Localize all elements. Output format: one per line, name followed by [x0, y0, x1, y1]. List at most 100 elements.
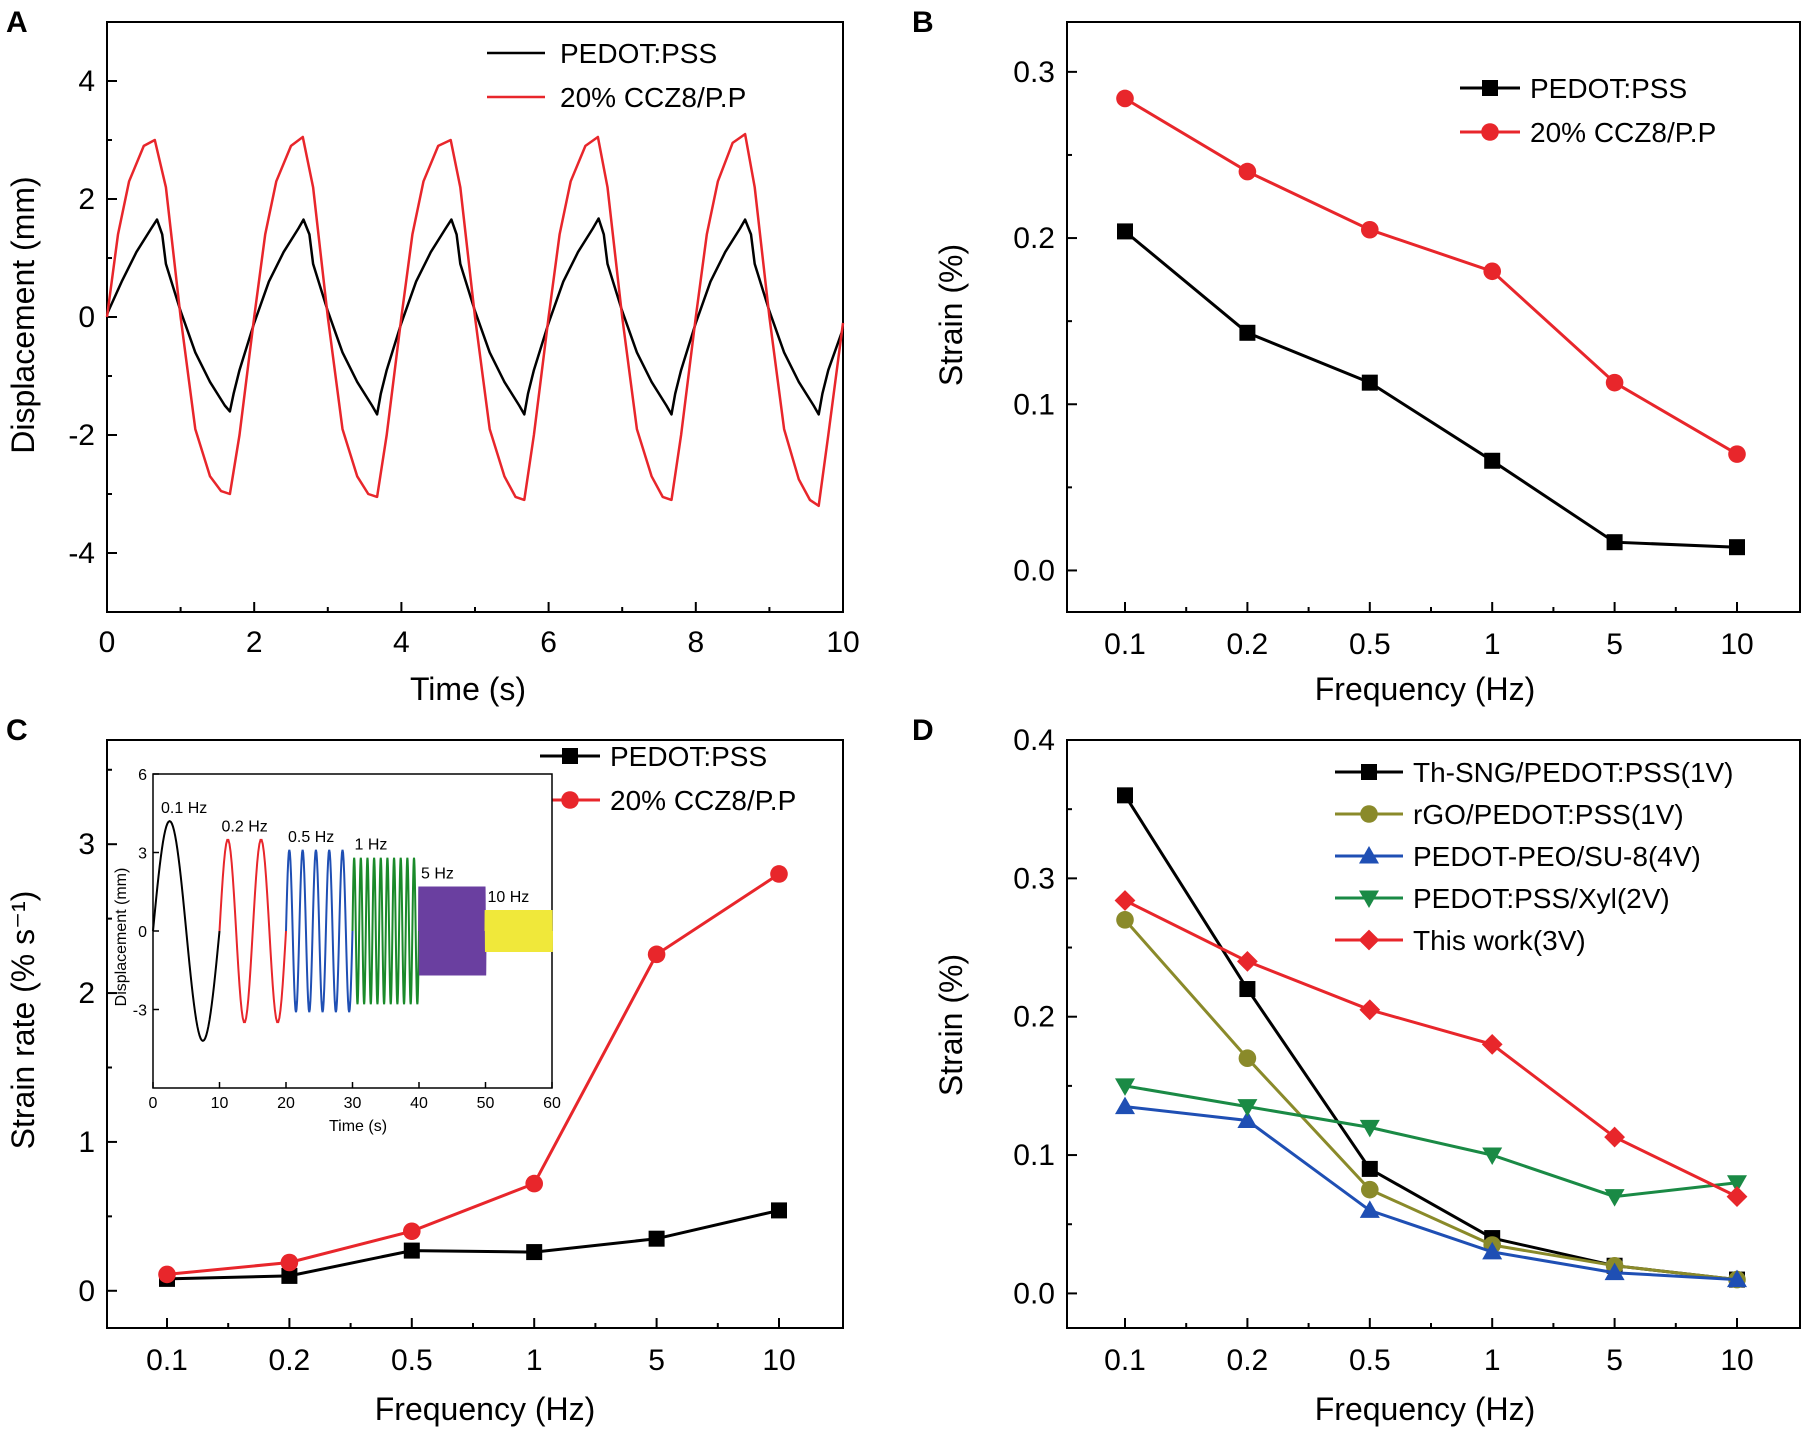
data-point: [1117, 223, 1133, 240]
data-point: [1359, 1119, 1380, 1138]
y-tick-label: 4: [78, 65, 95, 98]
inset-annotation: 1 Hz: [355, 837, 388, 854]
y-tick-label: 3: [78, 828, 95, 861]
inset-annotation: 0.1 Hz: [161, 800, 207, 817]
data-point: [1238, 162, 1257, 181]
data-point: [281, 1267, 298, 1284]
legend-marker: [1481, 123, 1499, 141]
data-point: [1238, 1049, 1257, 1068]
legend-label: This work(3V): [1413, 925, 1586, 956]
data-point: [1605, 373, 1624, 392]
legend-marker: [1361, 764, 1377, 780]
data-point: [525, 1174, 543, 1193]
plot-frame: [1066, 21, 1801, 613]
data-point: [1729, 539, 1745, 556]
inset-x-tick-label: 30: [344, 1095, 362, 1112]
y-tick-label: 0.3: [1013, 862, 1055, 895]
data-point: [647, 945, 666, 964]
inset-y-axis-title: Displacement (mm): [113, 868, 130, 1007]
legend-label: rGO/PEDOT:PSS(1V): [1413, 799, 1684, 830]
data-point: [648, 1230, 665, 1247]
plot-area: 0.1 0.2 0.5 1 5 10 0.0 0.1 0.2 0.3 0.4 Th-SNG/PEDOT…: [1013, 724, 1801, 1377]
data-point: [1482, 1147, 1503, 1166]
panel-c: C Frequency (Hz) Strain rate (% s⁻¹) 0.1…: [5, 714, 844, 1427]
data-point: [1116, 89, 1134, 108]
legend-marker: [1359, 846, 1379, 864]
inset-y-tick-label: 3: [138, 846, 147, 863]
legend-label: PEDOT:PSS: [610, 741, 767, 772]
inset-x-tick-label: 10: [211, 1095, 229, 1112]
plot-frame: [1066, 739, 1801, 1329]
inset-x-tick-label: 50: [477, 1095, 495, 1112]
data-point: [1483, 262, 1501, 281]
y-tick-label: 2: [78, 977, 95, 1010]
inset-x-tick-label: 20: [277, 1095, 295, 1112]
data-point: [1239, 324, 1256, 341]
series-line: [166, 872, 780, 1276]
data-point: [1604, 1262, 1625, 1281]
legend-label: 20% CCZ8/P.P: [560, 82, 746, 113]
x-tick-label: 10: [1720, 1344, 1753, 1377]
inset-x-tick-label: 40: [410, 1095, 428, 1112]
inset-series-line: [418, 886, 487, 976]
data-point: [1604, 1126, 1625, 1148]
x-tick-label: 5: [1606, 628, 1623, 661]
panel-letter: A: [6, 6, 28, 39]
legend-marker: [1482, 80, 1498, 96]
data-point: [1117, 787, 1133, 804]
data-point: [1727, 1175, 1747, 1193]
inset-series-line: [152, 819, 221, 1043]
series-line: [166, 1208, 780, 1281]
plot-area: 0.1 0.2 0.5 1 5 10 0.0 0.1 0.2 0.3 PEDOT:PSS 20% CC…: [1013, 21, 1801, 661]
y-tick-label: 0.4: [1013, 724, 1055, 757]
inset-x-axis-title: Time (s): [329, 1118, 387, 1135]
data-point: [403, 1242, 420, 1259]
x-tick-label: 0.2: [1227, 628, 1269, 661]
legend-label: PEDOT:PSS: [560, 38, 717, 69]
panel-letter: D: [912, 714, 934, 747]
series-line: [1124, 97, 1738, 456]
legend-label: PEDOT:PSS: [1530, 73, 1687, 104]
y-tick-label: 0.2: [1013, 1001, 1055, 1034]
legend-label: Th-SNG/PEDOT:PSS(1V): [1413, 757, 1734, 788]
x-tick-label: 0.1: [1104, 1344, 1146, 1377]
legend-marker: [1358, 929, 1380, 951]
series-line: [1124, 1084, 1738, 1199]
legend-marker: [561, 791, 579, 809]
legend-label: PEDOT-PEO/SU-8(4V): [1413, 841, 1701, 872]
plot-frame: [106, 739, 844, 1329]
data-point: [1359, 999, 1381, 1021]
x-tick-label: 0.2: [269, 1344, 311, 1377]
data-point: [1237, 950, 1258, 972]
series-line: [105, 132, 845, 508]
data-point: [1115, 1078, 1135, 1096]
x-tick-label: 8: [687, 626, 704, 659]
inset-y-tick-label: 0: [138, 924, 147, 941]
legend-label: PEDOT:PSS/Xyl(2V): [1413, 883, 1670, 914]
inset-series-line: [285, 849, 354, 1013]
x-tick-label: 2: [246, 626, 263, 659]
x-tick-label: 0.5: [391, 1344, 433, 1377]
inset-y-tick-label: 6: [138, 767, 147, 784]
x-tick-label: 10: [826, 626, 859, 659]
y-tick-label: 0: [78, 301, 95, 334]
y-tick-label: 0.3: [1013, 56, 1055, 89]
data-point: [770, 865, 788, 883]
data-point: [1727, 1269, 1747, 1288]
x-tick-label: 6: [540, 626, 557, 659]
legend-marker: [1359, 890, 1379, 908]
data-point: [403, 1222, 421, 1241]
y-tick-label: 0.1: [1013, 1139, 1055, 1172]
series-line: [1124, 1105, 1738, 1282]
y-tick-label: 0.1: [1013, 388, 1055, 421]
inset-x-tick-label: 0: [149, 1095, 158, 1112]
x-axis-title: Frequency (Hz): [1315, 671, 1536, 707]
x-tick-label: 5: [1606, 1344, 1623, 1377]
y-axis-title: Strain (%): [933, 244, 969, 386]
data-point: [1726, 1186, 1748, 1207]
inset-y-tick-label: -3: [133, 1003, 147, 1020]
panel-b: B Frequency (Hz) Strain (%) 0.1 0.2 0.5 1 5 1…: [912, 6, 1801, 707]
x-tick-label: 0.5: [1349, 628, 1391, 661]
x-tick-label: 0.5: [1349, 1344, 1391, 1377]
legend-marker: [562, 748, 578, 764]
